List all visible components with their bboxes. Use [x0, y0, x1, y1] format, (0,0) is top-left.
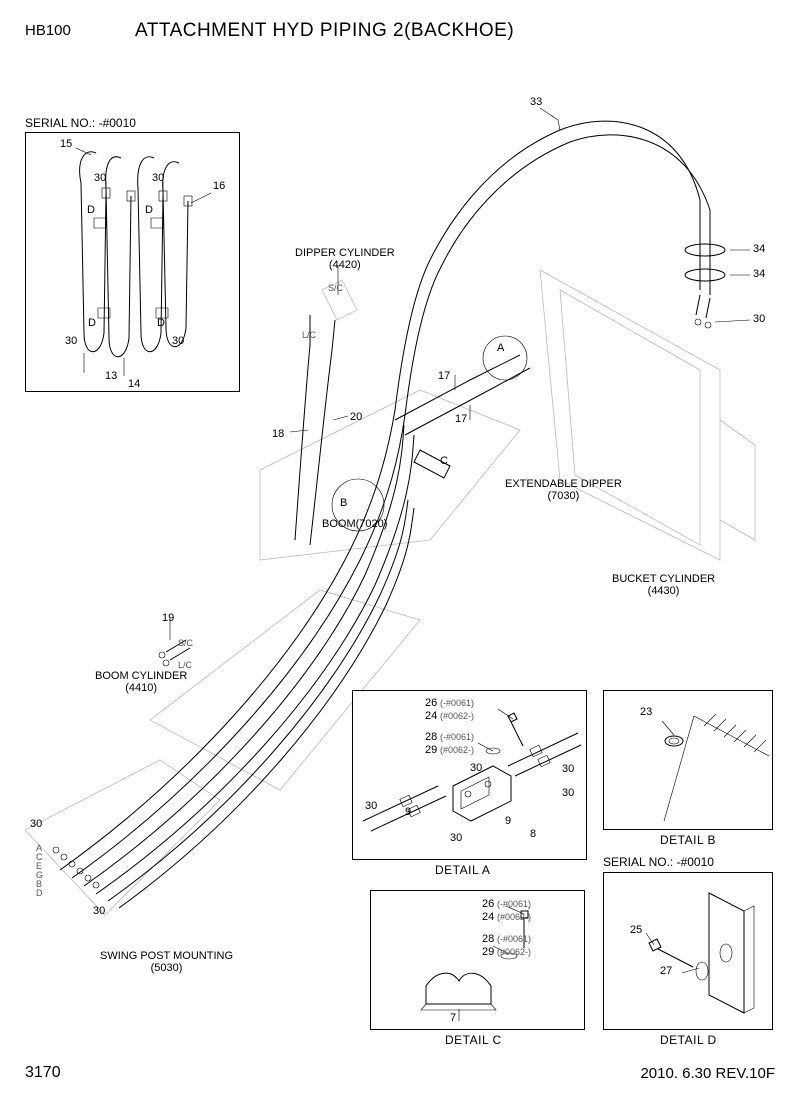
callout-30j: 30: [450, 832, 462, 844]
callout-24a: 24: [425, 710, 437, 722]
label-dipper-cyl-ref: (4420): [329, 259, 361, 271]
callout-18: 18: [272, 428, 284, 440]
note-lc: L/C: [302, 330, 316, 340]
callout-25: 25: [630, 924, 642, 936]
callout-20: 20: [350, 411, 362, 423]
callout-30i: 30: [365, 800, 377, 812]
label-boom-cyl-ref: (4410): [125, 682, 157, 694]
callout-30l: 30: [562, 763, 574, 775]
sfx-61c: (-#0061): [497, 899, 531, 909]
detail-d-title: DETAIL D: [660, 1033, 717, 1047]
callout-30a: 30: [94, 172, 106, 184]
label-boom-cyl: BOOM CYLINDER (4410): [95, 670, 187, 694]
note-sc: S/C: [328, 283, 343, 293]
detail-b-title: DETAIL B: [660, 833, 716, 847]
callout-14: 14: [128, 378, 140, 390]
callout-30f: 30: [30, 818, 42, 830]
callout-7: 7: [450, 1012, 456, 1024]
label-ext-dipper-ref: (7030): [547, 490, 579, 502]
callout-19: 19: [162, 612, 174, 624]
callout-29b: 29: [482, 946, 494, 958]
letter-Db: D: [145, 204, 153, 216]
label-bucket-cyl-ref: (4430): [648, 585, 680, 597]
callout-27: 27: [660, 965, 672, 977]
callout-28b: 28: [482, 933, 494, 945]
callout-8: 8: [530, 828, 536, 840]
detail-b-box: [603, 690, 773, 830]
note-lc2: L/C: [178, 660, 192, 670]
callout-30k: 30: [562, 787, 574, 799]
callout-26a: 26: [425, 697, 437, 709]
label-bucket-cyl-text: BUCKET CYLINDER: [612, 573, 715, 585]
port-D: D: [36, 888, 43, 898]
callout-30d: 30: [172, 335, 184, 347]
label-swing-post-text: SWING POST MOUNTING: [100, 950, 233, 962]
callout-17a: 17: [438, 370, 450, 382]
label-dipper-cyl: DIPPER CYLINDER (4420): [295, 247, 395, 271]
label-dipper-cyl-text: DIPPER CYLINDER: [295, 247, 395, 259]
label-boom-cyl-text: BOOM CYLINDER: [95, 670, 187, 682]
letter-Da: D: [87, 204, 95, 216]
callout-30h: 30: [470, 762, 482, 774]
sfx-61d: (-#0061): [497, 934, 531, 944]
callout-33: 33: [530, 96, 542, 108]
detail-c-box: [370, 890, 585, 1030]
label-ext-dipper-text: EXTENDABLE DIPPER: [505, 478, 622, 490]
sfx-62d: (#0062-): [497, 947, 531, 957]
detail-d-box: [603, 872, 773, 1030]
detail-d-serial: SERIAL NO.: -#0010: [603, 855, 714, 869]
sfx-62c: (#0062-): [497, 912, 531, 922]
callout-23: 23: [640, 706, 652, 718]
callout-17b: 17: [455, 413, 467, 425]
detail-a-title: DETAIL A: [435, 863, 490, 877]
callout-30c: 30: [65, 335, 77, 347]
letter-C-mark: C: [440, 455, 448, 467]
label-ext-dipper: EXTENDABLE DIPPER (7030): [505, 478, 622, 502]
detail-c-title: DETAIL C: [445, 1033, 502, 1047]
label-bucket-cyl: BUCKET CYLINDER (4430): [612, 573, 715, 597]
callout-15: 15: [60, 138, 72, 150]
letter-Dd: D: [157, 317, 165, 329]
letter-Dc: D: [88, 317, 96, 329]
callout-9b: 9: [505, 815, 511, 827]
callout-29a: 29: [425, 744, 437, 756]
callout-16: 16: [213, 180, 225, 192]
note-sc2: S/C: [178, 638, 193, 648]
detail-b-svg: [604, 691, 774, 831]
sfx-61a: (-#0061): [440, 698, 474, 708]
sfx-62a: (#0062-): [440, 711, 474, 721]
callout-34a: 34: [753, 243, 765, 255]
callout-13: 13: [105, 370, 117, 382]
label-swing-post-ref: (5030): [151, 962, 183, 974]
callout-24b: 24: [482, 911, 494, 923]
callout-30e: 30: [753, 313, 765, 325]
inset-svg: [26, 133, 241, 393]
callout-30g: 30: [93, 905, 105, 917]
callout-26b: 26: [482, 898, 494, 910]
letter-A: A: [497, 342, 504, 354]
callout-34b: 34: [753, 268, 765, 280]
letter-B: B: [340, 497, 347, 509]
inset-box: [25, 132, 240, 392]
detail-d-svg: [604, 873, 774, 1031]
sfx-62b: (#0062-): [440, 745, 474, 755]
label-swing-post: SWING POST MOUNTING (5030): [100, 950, 233, 974]
label-boom: BOOM(7020): [322, 518, 387, 530]
callout-30b: 30: [152, 172, 164, 184]
sfx-61b: (-#0061): [440, 732, 474, 742]
inset-serial: SERIAL NO.: -#0010: [25, 116, 136, 130]
callout-9a: 9: [405, 806, 411, 818]
detail-c-svg: [371, 891, 586, 1031]
callout-28a: 28: [425, 731, 437, 743]
